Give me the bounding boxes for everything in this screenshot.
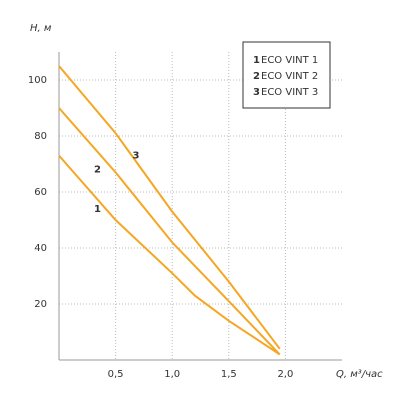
legend-box — [242, 41, 331, 109]
legend-label: ECO VINT 3 — [261, 87, 318, 98]
x-axis-label: Q, м³/час — [336, 369, 383, 380]
curve — [58, 107, 281, 356]
y-tick-label: 80 — [34, 131, 47, 142]
x-tick-label: 2,0 — [277, 369, 293, 380]
legend-number: 2 — [253, 71, 260, 82]
curve-label: 2 — [94, 165, 101, 176]
legend-number: 3 — [253, 87, 260, 98]
legend-number: 1 — [253, 55, 260, 66]
curve — [58, 154, 281, 356]
y-tick-label: 40 — [34, 243, 47, 254]
x-tick-label: 0,5 — [108, 369, 124, 380]
legend-label: ECO VINT 1 — [261, 55, 318, 66]
y-tick-label: 20 — [34, 299, 47, 310]
x-tick-label: 1,0 — [164, 369, 180, 380]
y-axis-label: H, м — [30, 23, 52, 34]
legend-label: ECO VINT 2 — [261, 71, 318, 82]
curve — [58, 65, 281, 350]
curve-label: 1 — [94, 204, 101, 215]
y-tick-label: 60 — [34, 187, 47, 198]
x-tick-label: 1,5 — [221, 369, 237, 380]
curve-label: 3 — [132, 151, 139, 162]
y-tick-label: 100 — [28, 75, 47, 86]
